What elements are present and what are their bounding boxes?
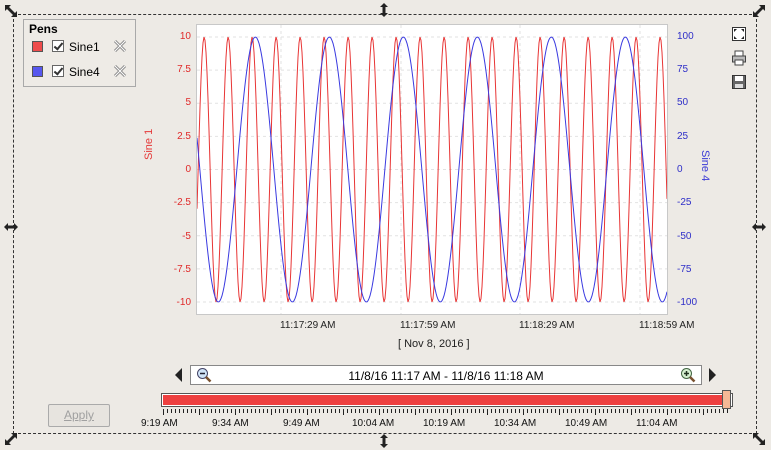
y-left-tick: -2.5 (173, 197, 191, 208)
timeline-tick: 10:34 AM (494, 418, 537, 429)
y-left-tick: 7.5 (177, 64, 191, 75)
y-left-tick: -10 (176, 297, 191, 308)
y-right-tick: 100 (677, 31, 694, 42)
pen-color-swatch[interactable] (32, 41, 43, 52)
x-axis-tick: 11:17:29 AM (280, 320, 336, 331)
date-range-display[interactable]: 11/8/16 11:17 AM - 11/8/16 11:18 AM (190, 365, 702, 385)
y-axis-right-label: Sine 4 (699, 150, 711, 182)
chart-svg (196, 25, 668, 314)
timeline-tick: 11:04 AM (636, 418, 678, 429)
y-right-tick: -50 (677, 231, 692, 242)
pen-visible-checkbox[interactable] (52, 40, 64, 52)
y-left-tick: 5 (185, 97, 191, 108)
y-left-tick: 0 (185, 164, 191, 175)
timeline-tick: 10:19 AM (423, 418, 466, 429)
apply-button[interactable]: Apply (48, 404, 110, 427)
y-right-tick: 0 (677, 164, 683, 175)
resize-handle-bottom-left-icon[interactable] (4, 432, 18, 446)
zoom-fit-icon[interactable] (731, 26, 747, 42)
x-axis-tick: 11:18:29 AM (519, 320, 575, 331)
resize-handle-left-icon[interactable] (4, 220, 18, 234)
y-right-tick: 75 (677, 64, 689, 75)
pen-visible-checkbox[interactable] (52, 65, 64, 77)
y-right-tick: -25 (677, 197, 692, 208)
y-right-tick: 50 (677, 97, 689, 108)
range-next-arrow-icon[interactable] (708, 368, 716, 385)
remove-pen-icon[interactable] (113, 39, 127, 56)
series-line-sine-1 (196, 36, 668, 303)
y-left-tick: -5 (182, 231, 191, 242)
save-icon[interactable] (731, 74, 747, 90)
y-right-tick: 25 (677, 131, 689, 142)
timeline-track[interactable] (161, 393, 733, 407)
resize-handle-top-left-icon[interactable] (4, 4, 18, 18)
timeline-selected-range[interactable] (163, 395, 725, 405)
pen-color-swatch[interactable] (32, 66, 43, 77)
pen-row-sine4: Sine4 (32, 64, 132, 80)
pen-name: Sine1 (69, 40, 100, 54)
y-left-tick: 2.5 (177, 131, 191, 142)
y-right-tick: -100 (677, 297, 698, 308)
plot-area[interactable] (196, 24, 668, 315)
y-left-tick: 10 (179, 31, 191, 42)
x-axis-tick: 11:18:59 AM (639, 320, 695, 331)
zoom-out-icon[interactable] (196, 367, 212, 386)
timeline-tick: 10:49 AM (565, 418, 608, 429)
resize-handle-top-right-icon[interactable] (752, 4, 766, 18)
pen-row-sine1: Sine1 (32, 39, 132, 55)
timeline-tick: 9:19 AM (141, 418, 178, 429)
y-right-tick: -75 (677, 264, 692, 275)
timeline-handle[interactable] (722, 390, 731, 409)
x-axis-date-label: [ Nov 8, 2016 ] (398, 338, 470, 350)
zoom-in-icon[interactable] (680, 367, 696, 386)
resize-handle-bottom-right-icon[interactable] (752, 432, 766, 446)
resize-handle-bottom-icon[interactable] (377, 434, 391, 448)
timeline-tick: 9:34 AM (212, 418, 249, 429)
y-axis-left-label: Sine 1 (143, 128, 155, 160)
timeline-tick: 9:49 AM (283, 418, 320, 429)
pens-title: Pens (29, 22, 58, 36)
date-range-text: 11/8/16 11:17 AM - 11/8/16 11:18 AM (348, 369, 544, 383)
range-previous-arrow-icon[interactable] (175, 368, 183, 385)
timeline-tick: 10:04 AM (352, 418, 395, 429)
timeline-ruler (163, 409, 728, 415)
y-left-tick: -7.5 (173, 264, 191, 275)
x-axis-tick: 11:17:59 AM (400, 320, 456, 331)
resize-handle-right-icon[interactable] (752, 220, 766, 234)
pen-name: Sine4 (69, 65, 100, 79)
print-icon[interactable] (731, 50, 747, 66)
pens-legend: Pens Sine1 Sine4 (23, 19, 136, 87)
series-line-sine-4 (196, 36, 668, 303)
resize-handle-top-icon[interactable] (377, 3, 391, 17)
remove-pen-icon[interactable] (113, 64, 127, 81)
